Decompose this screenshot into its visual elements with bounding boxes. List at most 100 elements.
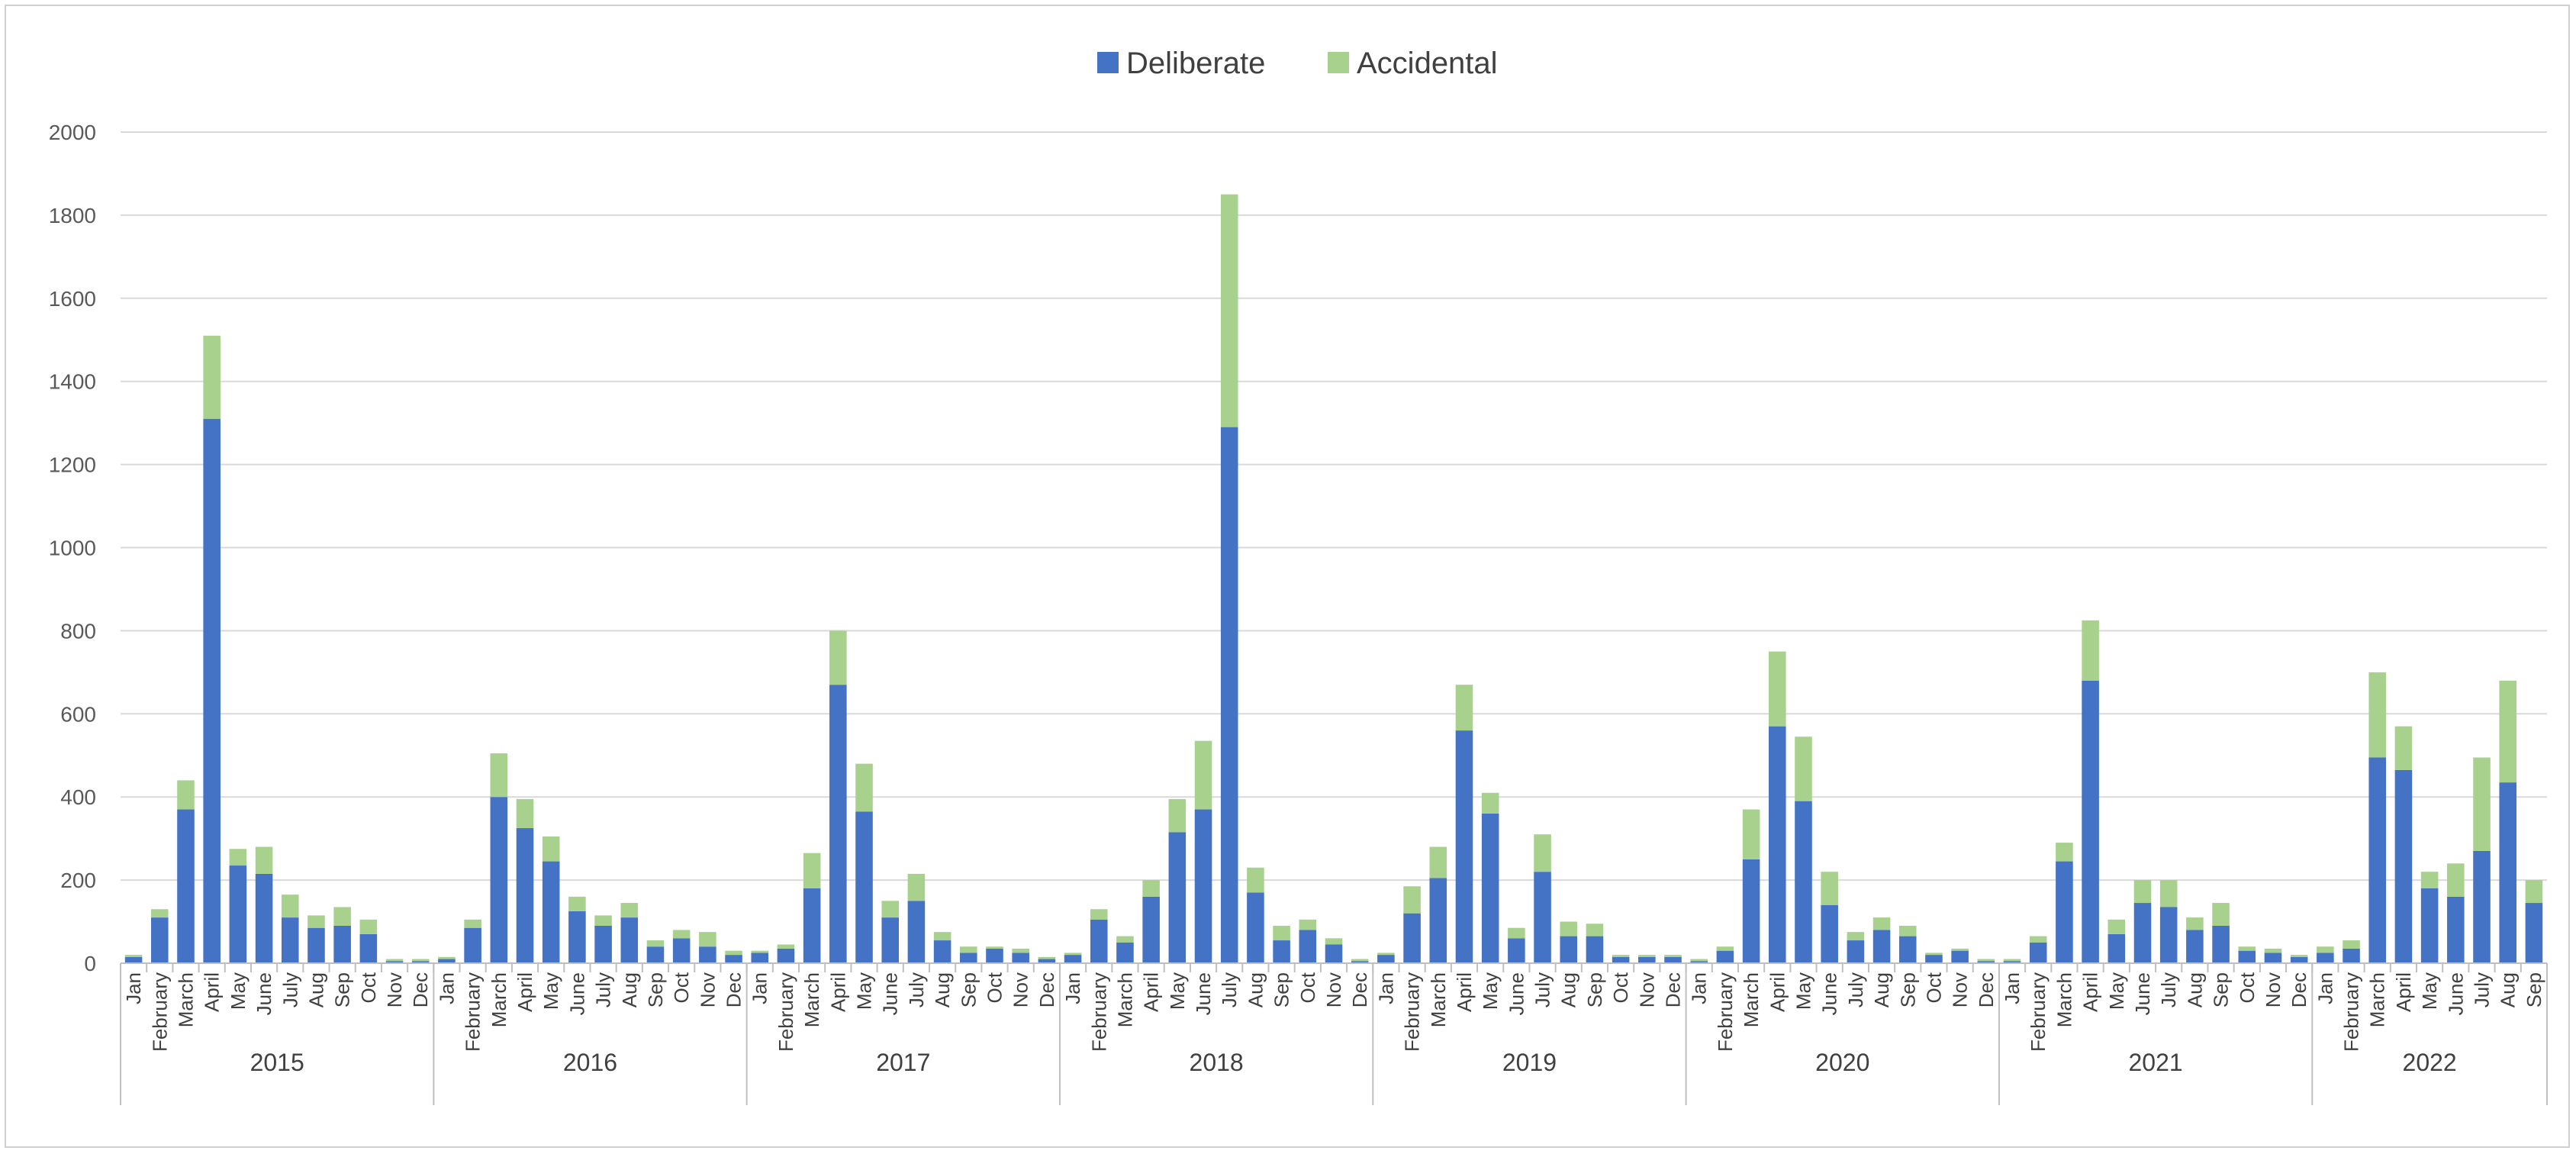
bar-deliberate <box>1194 809 1212 963</box>
bar-deliberate <box>1299 930 1317 963</box>
bar-accidental <box>385 959 404 962</box>
year-group-label: 2020 <box>1815 1049 1869 1076</box>
x-tick-label: Oct <box>983 972 1006 1003</box>
y-tick-label: 600 <box>60 702 96 726</box>
x-tick-label: February <box>148 972 171 1052</box>
x-tick-label: Aug <box>2497 972 2520 1007</box>
bar-accidental <box>2473 757 2491 851</box>
bar-accidental <box>1481 792 1499 814</box>
x-tick-label: Aug <box>2183 972 2206 1007</box>
x-tick-label: Dec <box>723 972 745 1007</box>
x-tick-label: June <box>253 972 275 1015</box>
year-group-label: 2022 <box>2403 1049 2457 1076</box>
x-tick-label: Oct <box>2236 972 2259 1003</box>
bar-deliberate <box>933 940 952 963</box>
bar-accidental <box>1142 880 1160 897</box>
bar-deliberate <box>646 946 665 963</box>
bar-accidental <box>933 932 952 941</box>
bar-deliberate <box>1795 801 1812 963</box>
bar-deliberate <box>1977 961 1995 963</box>
y-tick-label: 200 <box>60 869 96 892</box>
x-tick-label: Aug <box>1244 972 1267 1007</box>
x-tick-label: March <box>174 972 197 1027</box>
bar-accidental <box>1325 938 1343 945</box>
bar-accidental <box>255 846 273 874</box>
bar-accidental <box>151 909 169 918</box>
x-tick-label: July <box>2157 972 2180 1007</box>
x-tick-label: Nov <box>1322 972 1345 1007</box>
bar-accidental <box>1220 194 1238 427</box>
bar-accidental <box>1925 953 1943 956</box>
y-tick-label: 1400 <box>49 370 96 394</box>
bar-accidental <box>1951 948 1969 951</box>
bar-accidental <box>751 950 769 953</box>
x-tick-label: May <box>1166 972 1189 1010</box>
x-tick-label: Jan <box>122 972 145 1004</box>
x-tick-label: Nov <box>383 972 406 1007</box>
bar-deliberate <box>2499 782 2516 963</box>
year-group-label: 2017 <box>876 1049 930 1076</box>
x-tick-label: Dec <box>1035 972 1058 1007</box>
bar-accidental <box>1064 953 1082 956</box>
bar-accidental <box>1116 936 1134 943</box>
bar-deliberate <box>1898 936 1917 963</box>
y-tick-label: 1000 <box>49 537 96 560</box>
x-tick-label: May <box>2418 972 2441 1010</box>
x-tick-label: Jan <box>2314 972 2336 1004</box>
bar-accidental <box>1247 867 1264 893</box>
x-tick-label: July <box>279 972 301 1007</box>
bar-deliberate <box>1508 938 1525 963</box>
bar-accidental <box>2343 940 2360 949</box>
x-tick-label: April <box>1140 972 1163 1012</box>
bar-deliberate <box>1142 896 1160 963</box>
y-tick-label: 1200 <box>49 453 96 477</box>
bar-deliberate <box>438 959 456 963</box>
legend: Deliberate Accidental <box>1097 47 1498 80</box>
bar-accidental <box>490 753 508 798</box>
x-tick-label: May <box>1479 972 1502 1010</box>
bar-deliberate <box>803 888 821 963</box>
x-tick-label: June <box>2444 972 2467 1015</box>
year-group-label: 2018 <box>1190 1049 1244 1076</box>
bar-accidental <box>1795 737 1812 801</box>
bar-deliberate <box>2186 930 2204 963</box>
bar-accidental <box>438 956 456 959</box>
bar-accidental <box>1273 925 1290 941</box>
bar-deliberate <box>1716 950 1734 963</box>
bar-accidental <box>907 873 926 901</box>
x-tick-label: February <box>2027 972 2050 1052</box>
bar-deliberate <box>986 948 1003 963</box>
x-tick-label: Oct <box>1296 972 1319 1003</box>
bar-accidental <box>1351 959 1369 962</box>
bar-deliberate <box>1872 930 1891 963</box>
bar-deliberate <box>2159 907 2178 963</box>
bar-deliberate <box>2290 956 2308 963</box>
bar-accidental <box>568 896 586 911</box>
bar-deliberate <box>1090 919 1108 963</box>
bar-accidental <box>2029 936 2047 943</box>
bar-deliberate <box>308 927 325 963</box>
bar-deliberate <box>177 809 195 963</box>
bar-accidental <box>1455 685 1473 731</box>
bar-deliberate <box>725 955 742 963</box>
bar-accidental <box>1168 798 1187 833</box>
bar-accidental <box>2133 880 2152 904</box>
bar-deliberate <box>1586 936 1604 963</box>
x-tick-label: Oct <box>357 972 380 1003</box>
bar-deliberate <box>1534 872 1551 963</box>
x-tick-label: March <box>2053 972 2075 1027</box>
stacked-bar-chart: 0 200 400 600 800 1000 1200 1400 1600 1800 2000 Jan… <box>49 47 2548 1105</box>
bar-accidental <box>2159 880 2178 907</box>
bar-accidental <box>308 915 325 928</box>
bar-accidental <box>646 940 665 947</box>
x-tick-label: February <box>774 972 797 1052</box>
bar-accidental <box>620 903 639 918</box>
legend-swatch-deliberate <box>1097 52 1119 73</box>
x-tick-label: February <box>2340 972 2363 1052</box>
bar-deliberate <box>1481 813 1499 963</box>
bar-accidental <box>1508 927 1525 939</box>
x-tick-label: June <box>565 972 588 1015</box>
x-tick-label: March <box>1427 972 1450 1027</box>
bar-accidental <box>1664 955 1682 957</box>
x-tick-label: March <box>488 972 510 1027</box>
